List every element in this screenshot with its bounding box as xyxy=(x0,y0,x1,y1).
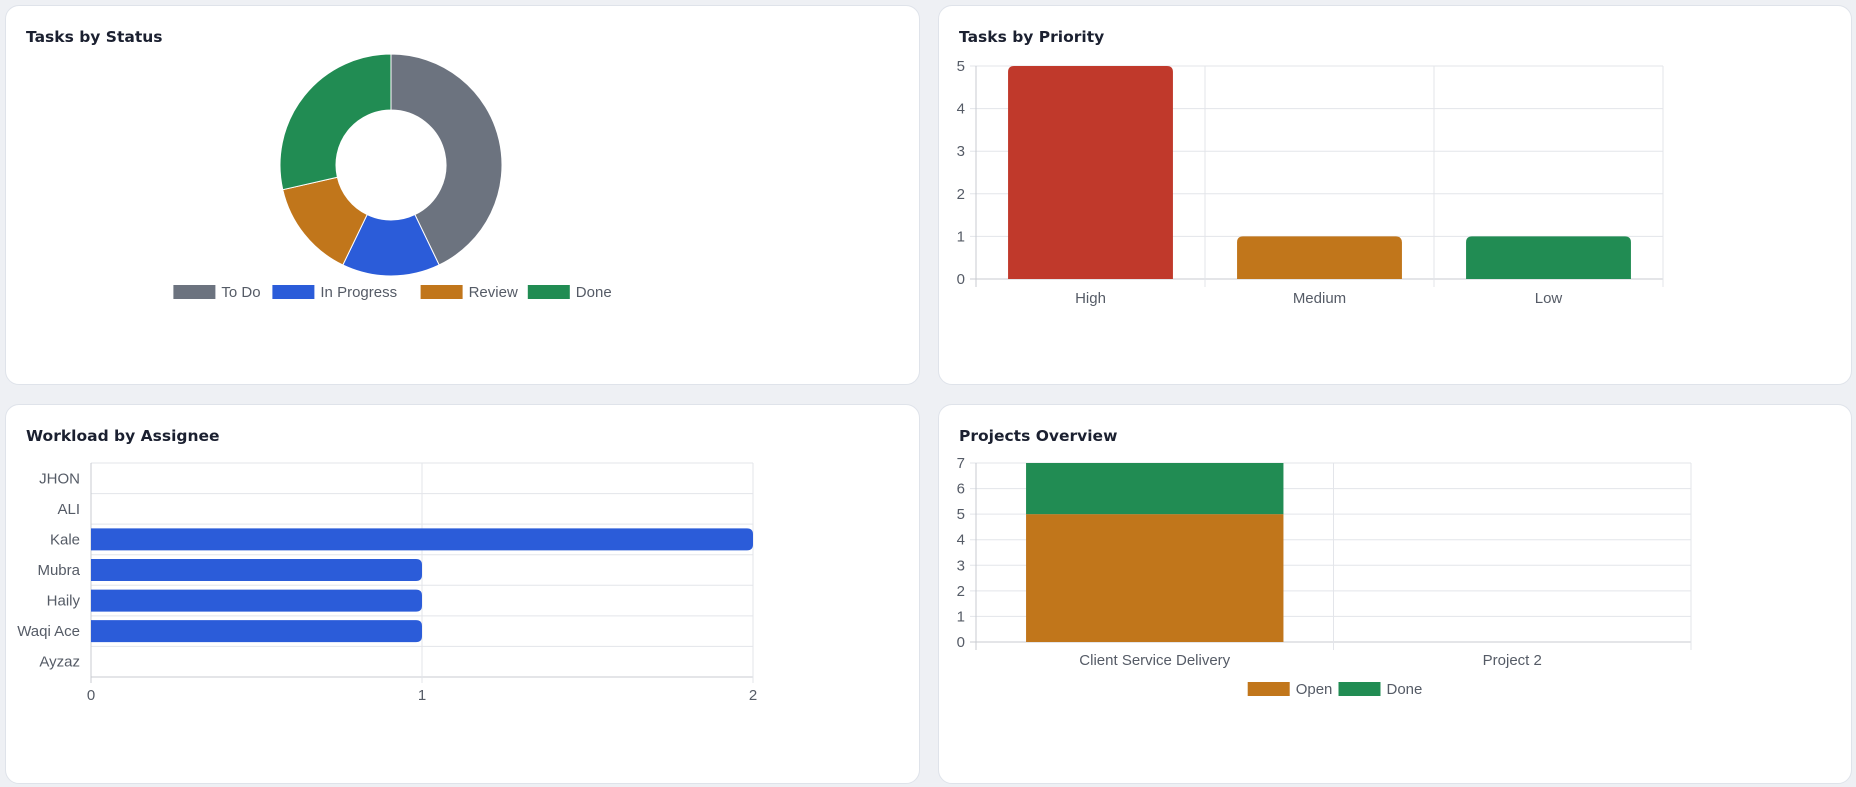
projects-overview-card: Projects Overview 0 1 2 3 4 5 6 7 Client Service… xyxy=(938,404,1852,784)
legend-swatch xyxy=(173,285,216,299)
y-tick-label: 7 xyxy=(957,455,965,472)
bar-segment-open xyxy=(1026,514,1284,642)
y-tick-label: 2 xyxy=(957,186,965,203)
y-tick-label: Waqi Ace xyxy=(17,623,80,640)
donut-slice-to-do xyxy=(390,53,503,266)
x-tick-label: 2 xyxy=(749,687,757,704)
legend-label: Done xyxy=(576,284,612,301)
y-tick-label: 1 xyxy=(957,228,965,245)
y-tick-label: 5 xyxy=(957,58,965,75)
bar-waqi-ace xyxy=(91,620,422,643)
card-title: Tasks by Status xyxy=(26,28,163,46)
bar-mubra xyxy=(91,558,422,582)
legend-label: Done xyxy=(1387,681,1423,698)
legend-swatch xyxy=(272,285,315,299)
workload-by-assignee-card: Workload by Assignee 0 1 2 JHON ALI Kale Mubra… xyxy=(5,404,920,784)
y-tick-label: 2 xyxy=(957,583,965,600)
y-tick-label: 0 xyxy=(957,634,965,651)
y-tick-label: 1 xyxy=(957,608,965,625)
y-tick-label: 0 xyxy=(957,271,965,288)
tasks-by-status-card: Tasks by Status To Do In Progress Review Do… xyxy=(5,5,920,385)
status-donut-chart: To Do In Progress Review Done xyxy=(173,53,612,301)
y-tick-label: 6 xyxy=(957,481,965,498)
y-tick-label: 3 xyxy=(957,557,965,574)
x-tick-label: Client Service Delivery xyxy=(1079,652,1230,669)
priority-bar-chart: 0 1 2 3 4 5 High Medium Low xyxy=(957,58,1664,307)
card-title: Projects Overview xyxy=(959,427,1118,445)
y-tick-label: Ayzaz xyxy=(39,654,80,671)
bar-segment-done xyxy=(1026,463,1284,515)
bar-high xyxy=(1008,66,1173,279)
legend-swatch xyxy=(1247,682,1290,696)
legend-label: Review xyxy=(469,284,518,301)
y-tick-label: Haily xyxy=(47,593,81,610)
x-tick-label: High xyxy=(1075,290,1106,307)
y-tick-label: Mubra xyxy=(37,562,80,579)
legend-label: Open xyxy=(1296,681,1333,698)
bar-haily xyxy=(91,589,422,612)
card-title: Tasks by Priority xyxy=(959,28,1105,46)
legend-swatch xyxy=(420,285,463,299)
bar-low xyxy=(1466,236,1631,279)
x-tick-label: Low xyxy=(1535,290,1563,307)
y-tick-label: 4 xyxy=(957,532,965,549)
x-tick-label: Project 2 xyxy=(1483,652,1542,669)
legend-swatch xyxy=(1338,682,1381,696)
projects-stacked-bar-chart: 0 1 2 3 4 5 6 7 Client Service Delivery Project 2… xyxy=(957,455,1692,698)
workload-bar-chart: 0 1 2 JHON ALI Kale Mubra Haily Waqi Ace Ayzaz xyxy=(17,462,757,704)
donut-slice-done xyxy=(279,53,392,191)
tasks-by-priority-card: Tasks by Priority 0 1 2 3 4 5 High Medium Low xyxy=(938,5,1852,385)
y-tick-label: ALI xyxy=(57,501,80,518)
bar-medium xyxy=(1237,236,1402,279)
x-tick-label: 0 xyxy=(87,687,95,704)
y-tick-label: 5 xyxy=(957,506,965,523)
legend-label: In Progress xyxy=(320,284,397,301)
y-tick-label: 3 xyxy=(957,143,965,160)
y-tick-label: Kale xyxy=(50,531,80,548)
legend-label: To Do xyxy=(221,284,260,301)
x-tick-label: Medium xyxy=(1293,290,1346,307)
y-tick-label: JHON xyxy=(39,470,80,487)
legend-swatch xyxy=(527,285,570,299)
x-tick-label: 1 xyxy=(418,687,426,704)
bar-kale xyxy=(91,528,753,551)
card-title: Workload by Assignee xyxy=(26,427,220,445)
y-tick-label: 4 xyxy=(957,101,965,118)
